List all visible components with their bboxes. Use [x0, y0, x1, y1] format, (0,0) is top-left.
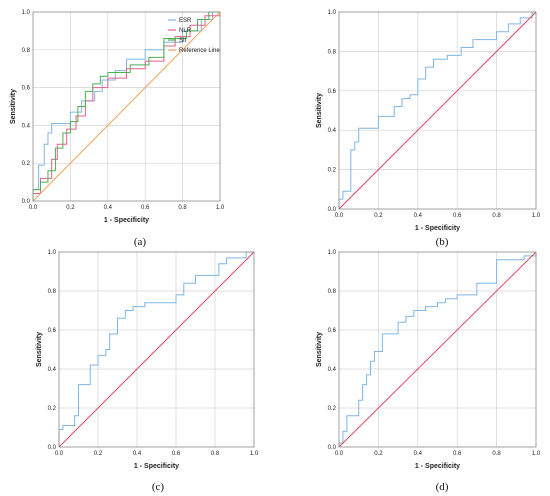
y-tick-label: 0.2	[22, 161, 31, 167]
legend-entry: Reference Line	[179, 48, 220, 54]
series-line-esr	[32, 11, 220, 201]
y-tick-label: 0.8	[328, 289, 337, 295]
y-tick-label: 0.4	[328, 367, 337, 373]
plot-frame	[58, 251, 255, 448]
y-tick-label: 0.8	[328, 49, 337, 55]
x-tick-label: 1.0	[216, 205, 225, 211]
x-tick-label: 0.8	[492, 213, 501, 219]
x-tick-label: 0.6	[172, 451, 181, 457]
x-tick-label: 0.2	[374, 451, 383, 457]
x-tick-label: 0.4	[104, 205, 113, 211]
y-tick-label: 0.0	[328, 207, 337, 213]
x-tick-label: 0.0	[335, 451, 344, 457]
series-line-reference-red	[338, 11, 537, 210]
y-tick-label: 0.4	[22, 123, 31, 129]
y-tick-label: 1.0	[22, 10, 31, 16]
series-line-reference-line	[32, 11, 221, 202]
roc-chart-d: 0.00.0 0.2 0.2 0.4 0.4 0.6 0.6 0.8 0.8 1.0 1.0 1 - …	[316, 250, 541, 493]
x-tick-label: 0.4	[133, 451, 142, 457]
x-tick-label: 0.8	[211, 451, 220, 457]
roc-chart-b: 0.00.0 0.2 0.2 0.4 0.4 0.6 0.6 0.8 0.8 1.0 1.0 1 - …	[316, 10, 541, 248]
panel-caption: (c)	[152, 481, 165, 493]
series-line-reference-red	[58, 251, 255, 448]
x-tick-label: 0.0	[29, 205, 38, 211]
x-tick-label: 0.0	[55, 451, 64, 457]
x-tick-label: 0.6	[453, 213, 462, 219]
series-line-sii	[32, 11, 220, 201]
y-tick-label: 0.2	[328, 406, 337, 412]
roc-chart-a: 0.00.0 0.2 0.2 0.4 0.4 0.6 0.6 0.8 0.8 1.0 1.0 1 - …	[10, 10, 225, 248]
y-tick-label: 0.4	[328, 128, 337, 134]
x-tick-label: 0.0	[335, 213, 344, 219]
y-tick-label: 1.0	[328, 10, 337, 16]
x-tick-label: 0.8	[178, 205, 187, 211]
series-line-nlr	[32, 12, 221, 201]
x-tick-label: 0.2	[374, 213, 383, 219]
y-axis-title: Sensitivity	[10, 89, 17, 124]
y-tick-label: 0.8	[48, 289, 57, 295]
y-tick-label: 0.6	[48, 328, 57, 334]
y-tick-label: 0.0	[328, 445, 337, 451]
x-tick-label: 1.0	[532, 451, 541, 457]
x-axis-title: 1 - Specificity	[415, 225, 460, 232]
x-axis-title: 1 - Specificity	[415, 463, 460, 470]
series-line-ESR	[338, 252, 537, 447]
y-tick-label: 0.0	[22, 199, 31, 205]
y-tick-label: 0.6	[22, 86, 31, 92]
series-line-reference-red	[338, 251, 537, 448]
y-axis-title: Sensitivity	[36, 332, 43, 367]
x-tick-label: 1.0	[250, 451, 259, 457]
y-axis-title: Sensitivity	[316, 332, 323, 367]
panel-caption: (a)	[134, 236, 147, 248]
series-line-ESR	[338, 11, 536, 209]
x-tick-label: 1.0	[532, 213, 541, 219]
y-tick-label: 0.2	[328, 168, 337, 174]
y-tick-label: 1.0	[48, 250, 57, 256]
plot-frame	[338, 11, 537, 210]
x-tick-label: 0.8	[492, 451, 501, 457]
legend-entry: SII	[179, 38, 187, 44]
roc-chart-c: 0.00.0 0.2 0.2 0.4 0.4 0.6 0.6 0.8 0.8 1.0 1.0 1 - …	[36, 250, 259, 493]
panel-caption: (b)	[436, 236, 449, 248]
x-tick-label: 0.4	[414, 451, 423, 457]
plot-frame	[338, 251, 537, 448]
plot-frame	[32, 11, 221, 202]
y-axis-title: Sensitivity	[316, 93, 323, 128]
legend: ESR NLR SII Reference Line	[168, 18, 220, 54]
y-tick-label: 0.8	[22, 48, 31, 54]
y-tick-label: 0.0	[48, 445, 57, 451]
x-tick-label: 0.2	[94, 451, 103, 457]
x-tick-label: 0.6	[141, 205, 150, 211]
series-line-ESR	[58, 251, 254, 447]
x-tick-label: 0.4	[414, 213, 423, 219]
x-axis-title: 1 - Specificity	[134, 463, 179, 470]
y-tick-label: 0.6	[328, 89, 337, 95]
legend-entry: NLR	[179, 28, 192, 34]
x-tick-label: 0.2	[66, 205, 75, 211]
y-tick-label: 0.4	[48, 367, 57, 373]
panel-caption: (d)	[436, 481, 449, 493]
legend-entry: ESR	[179, 18, 192, 24]
x-tick-label: 0.6	[453, 451, 462, 457]
y-tick-label: 0.6	[328, 328, 337, 334]
y-tick-label: 0.2	[48, 406, 57, 412]
y-tick-label: 1.0	[328, 250, 337, 256]
x-axis-title: 1 - Specificity	[104, 217, 149, 224]
